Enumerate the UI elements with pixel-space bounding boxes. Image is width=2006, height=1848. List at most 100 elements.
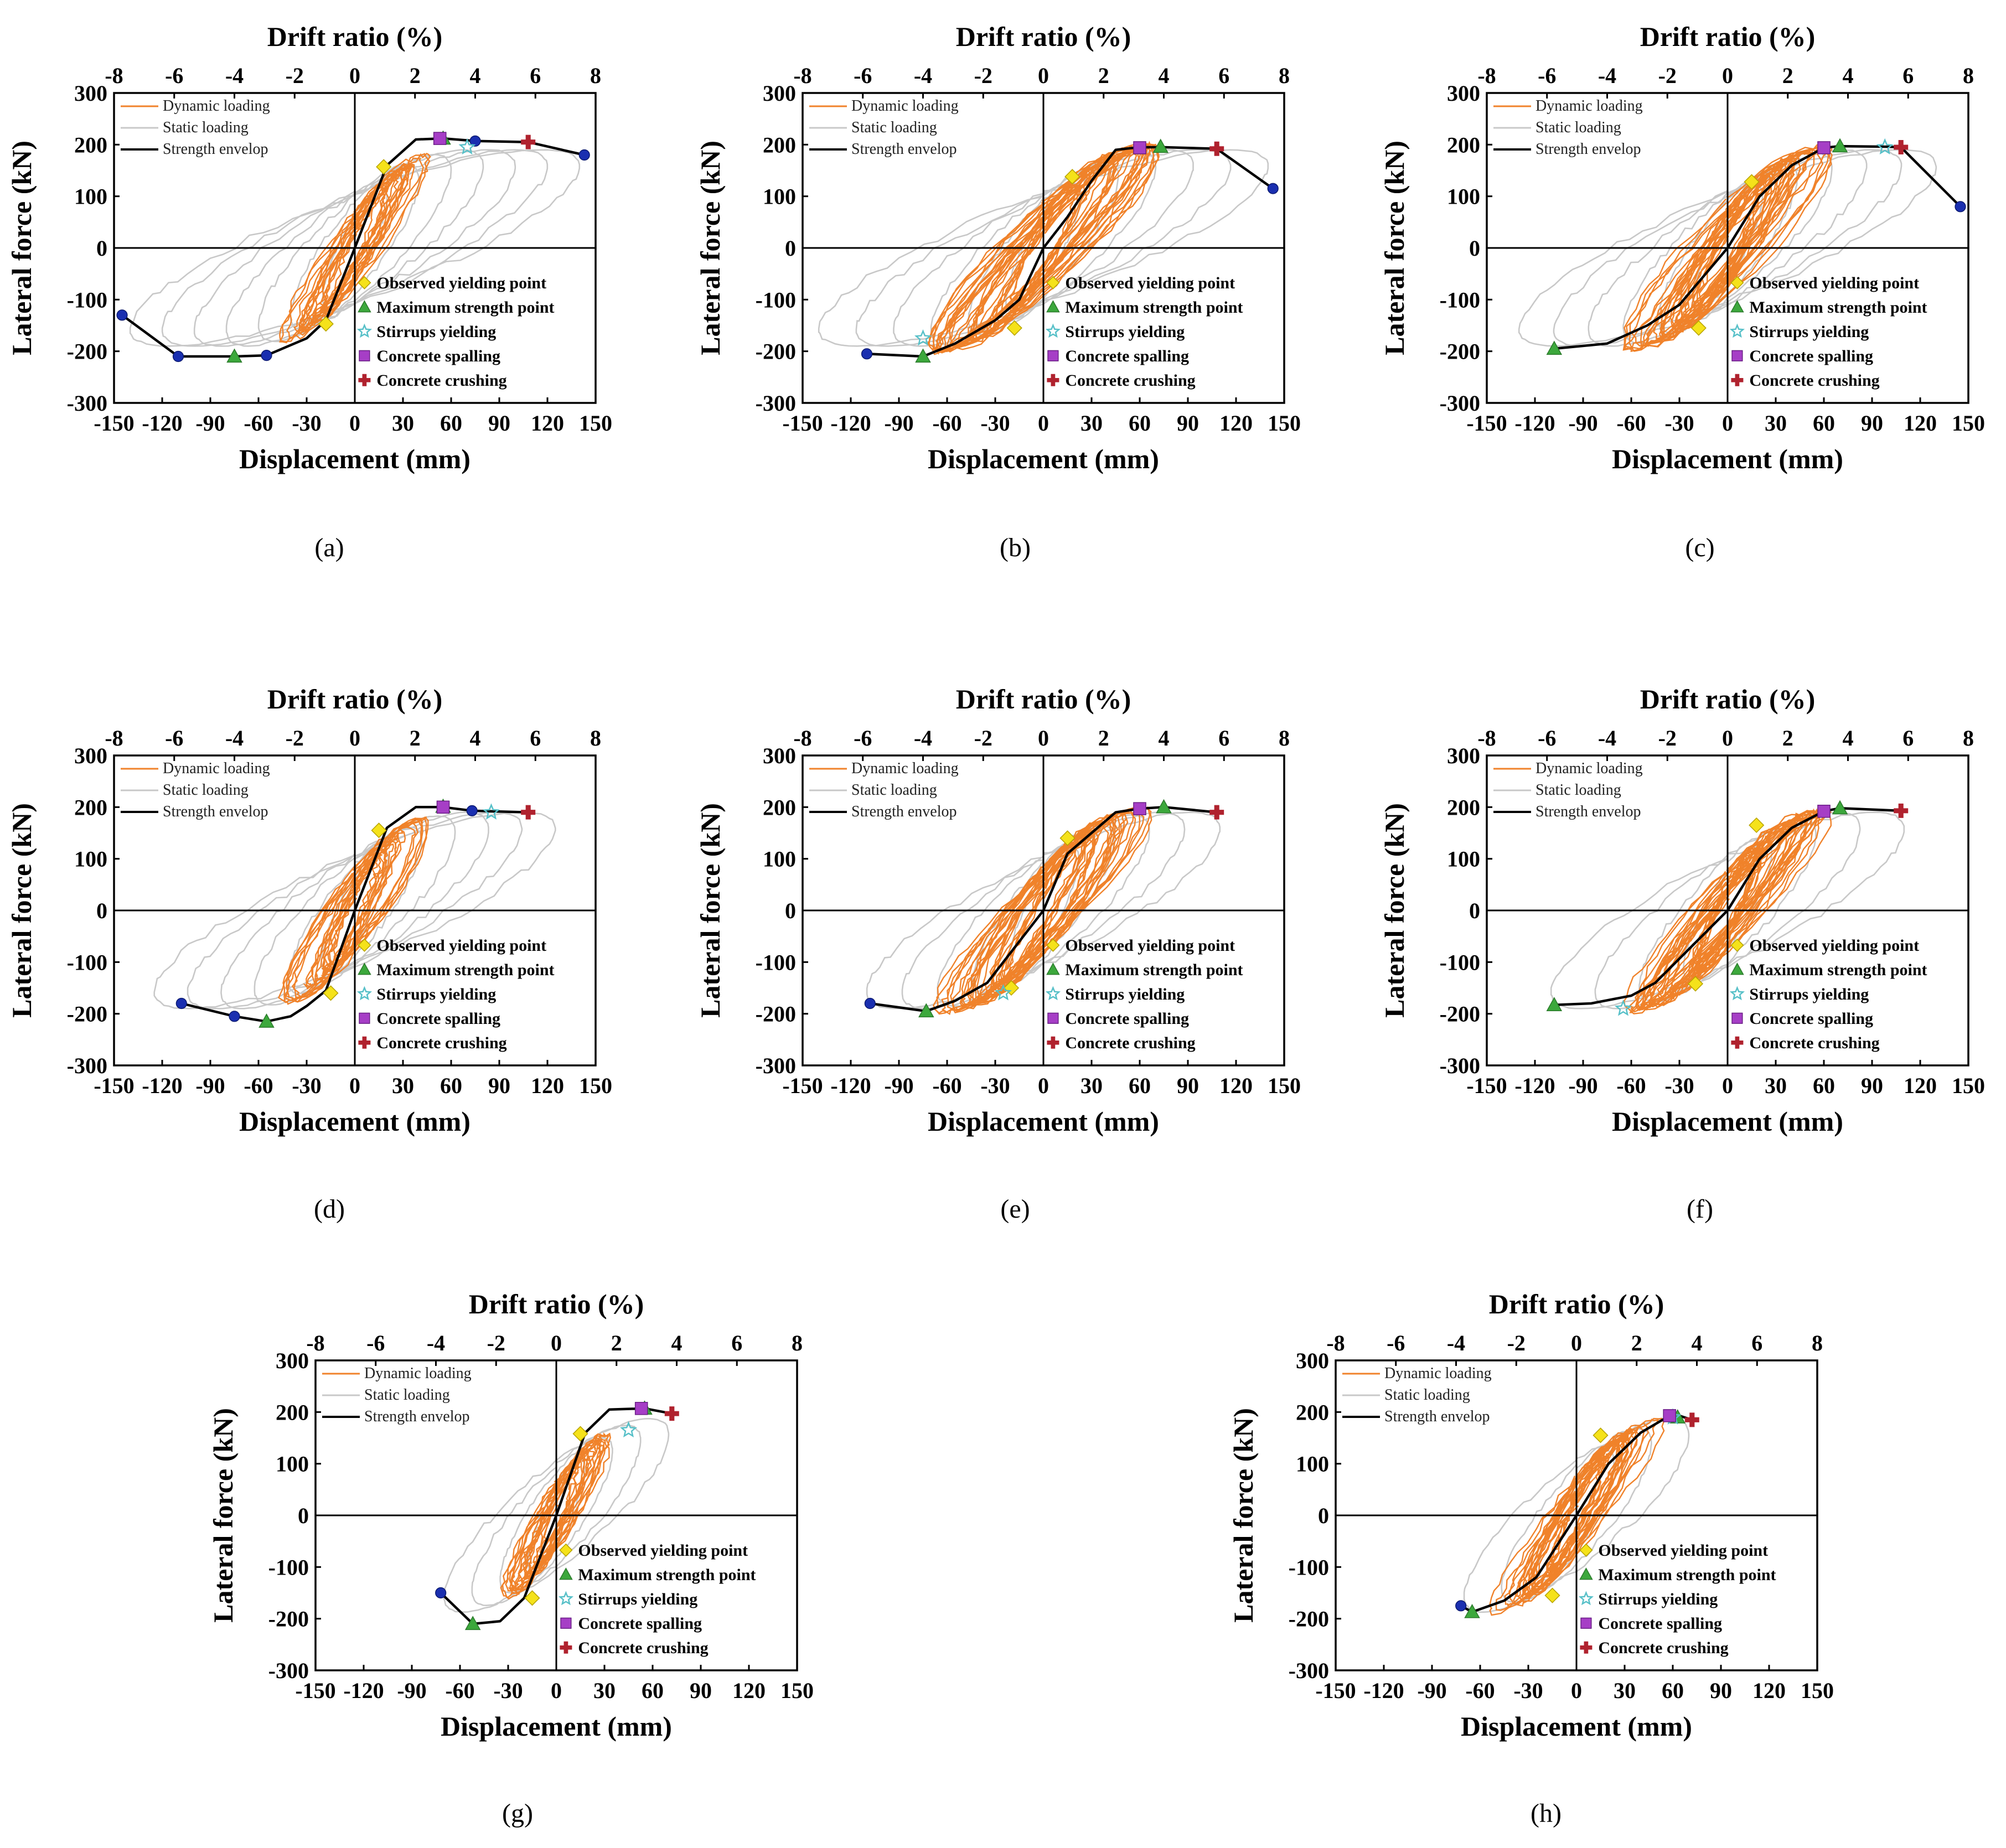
x-tick-label: -150 bbox=[1315, 1678, 1356, 1703]
legend-label: Static loading bbox=[1384, 1386, 1470, 1404]
x-axis-title: Displacement (mm) bbox=[1461, 1711, 1692, 1742]
max-marker bbox=[226, 348, 242, 363]
drift-tick-label: 8 bbox=[590, 726, 601, 750]
endpoint-marker bbox=[1955, 201, 1966, 213]
drift-tick-label: -8 bbox=[105, 63, 123, 88]
event-legend-label: Observed yielding point bbox=[1749, 274, 1919, 292]
y-axis-title: Lateral force (kN) bbox=[695, 141, 726, 355]
drift-axis-title: Drift ratio (%) bbox=[1489, 1288, 1664, 1319]
event-legend-label: Stirrups yielding bbox=[1749, 985, 1869, 1003]
event-legend-label: Observed yielding point bbox=[376, 274, 546, 292]
x-tick-label: 150 bbox=[1952, 411, 1985, 436]
crushing-marker bbox=[1047, 374, 1059, 386]
max-marker bbox=[918, 1003, 934, 1018]
y-tick-label: -100 bbox=[268, 1555, 309, 1580]
dynamic-loop bbox=[1529, 1437, 1626, 1593]
drift-tick-label: 4 bbox=[671, 1331, 683, 1355]
yield-marker bbox=[524, 1590, 540, 1606]
x-tick-label: -120 bbox=[830, 1073, 871, 1098]
spalling-marker bbox=[1133, 141, 1146, 154]
panel-label: (a) bbox=[314, 533, 344, 562]
drift-tick-label: 8 bbox=[1963, 63, 1974, 88]
endpoint-marker bbox=[116, 309, 128, 321]
y-tick-label: 0 bbox=[785, 236, 796, 261]
x-tick-label: 60 bbox=[1813, 1073, 1835, 1098]
yield-marker bbox=[1730, 276, 1744, 289]
event-legend-label: Observed yielding point bbox=[1065, 936, 1235, 955]
x-tick-label: 120 bbox=[1904, 411, 1937, 436]
y-tick-label: -100 bbox=[1440, 950, 1480, 975]
legend-label: Dynamic loading bbox=[364, 1365, 472, 1382]
drift-tick-label: -2 bbox=[487, 1331, 505, 1355]
crushing-marker bbox=[1731, 374, 1744, 386]
legend-label: Static loading bbox=[1535, 119, 1621, 136]
max-marker bbox=[358, 962, 371, 975]
panel-label: (f) bbox=[1687, 1194, 1713, 1224]
x-tick-label: 0 bbox=[1722, 411, 1733, 436]
yield-marker bbox=[1730, 938, 1744, 952]
drift-tick-label: 0 bbox=[349, 63, 360, 88]
x-tick-label: 90 bbox=[690, 1678, 712, 1703]
drift-tick-label: -4 bbox=[225, 726, 244, 750]
event-legend-label: Concrete crushing bbox=[1598, 1639, 1728, 1657]
drift-tick-label: 4 bbox=[1843, 726, 1854, 750]
legend-label: Dynamic loading bbox=[1535, 97, 1643, 115]
drift-tick-label: 4 bbox=[1843, 63, 1854, 88]
drift-tick-label: 8 bbox=[1812, 1331, 1823, 1355]
drift-tick-label: -6 bbox=[854, 63, 872, 88]
event-legend-label: Maximum strength point bbox=[1598, 1566, 1776, 1584]
drift-tick-label: -2 bbox=[286, 726, 304, 750]
drift-tick-label: 0 bbox=[349, 726, 360, 750]
x-tick-label: -120 bbox=[1514, 1073, 1555, 1098]
event-legend-label: Observed yielding point bbox=[1749, 936, 1919, 955]
drift-tick-label: 2 bbox=[1782, 63, 1793, 88]
event-legend-label: Observed yielding point bbox=[1598, 1541, 1768, 1560]
stirrup-marker bbox=[1876, 138, 1894, 155]
x-tick-label: 30 bbox=[1765, 1073, 1787, 1098]
drift-tick-label: -4 bbox=[1598, 63, 1616, 88]
yield-marker bbox=[572, 1426, 588, 1442]
crushing-marker bbox=[521, 134, 536, 149]
event-legend-label: Observed yielding point bbox=[1065, 274, 1235, 292]
x-tick-label: 60 bbox=[642, 1678, 664, 1703]
stirrup-marker bbox=[1729, 986, 1745, 1001]
crushing-marker bbox=[1047, 1036, 1059, 1049]
yield-marker bbox=[1744, 174, 1760, 190]
x-tick-label: -30 bbox=[980, 1073, 1010, 1098]
y-tick-label: -100 bbox=[1440, 287, 1480, 312]
y-tick-label: 300 bbox=[74, 81, 107, 106]
endpoint-marker bbox=[261, 350, 272, 361]
y-tick-label: -200 bbox=[67, 339, 107, 364]
crushing-marker bbox=[560, 1641, 572, 1654]
event-legend-label: Concrete crushing bbox=[1749, 1034, 1879, 1052]
x-tick-label: 120 bbox=[1219, 411, 1253, 436]
drift-tick-label: -4 bbox=[1598, 726, 1616, 750]
max-marker bbox=[1046, 300, 1060, 313]
event-legend-label: Maximum strength point bbox=[578, 1566, 756, 1584]
drift-tick-label: 2 bbox=[410, 63, 421, 88]
x-tick-label: 60 bbox=[1813, 411, 1835, 436]
spalling-marker bbox=[433, 132, 447, 145]
x-tick-label: -60 bbox=[932, 1073, 961, 1098]
x-tick-label: 0 bbox=[1038, 411, 1049, 436]
drift-tick-label: 4 bbox=[1692, 1331, 1703, 1355]
crushing-marker bbox=[664, 1406, 679, 1421]
x-tick-label: 150 bbox=[579, 411, 612, 436]
yield-marker bbox=[1064, 169, 1080, 185]
max-marker bbox=[1730, 962, 1744, 975]
event-legend-label: Stirrups yielding bbox=[1065, 323, 1185, 341]
max-marker bbox=[1546, 340, 1563, 355]
y-tick-label: -300 bbox=[1440, 1053, 1480, 1078]
max-marker bbox=[1152, 138, 1169, 153]
event-legend-label: Concrete crushing bbox=[1749, 371, 1879, 390]
event-legend-label: Stirrups yielding bbox=[1598, 1590, 1718, 1608]
event-legend-label: Maximum strength point bbox=[1749, 961, 1927, 979]
legend-label: Dynamic loading bbox=[1535, 760, 1643, 777]
x-tick-label: 0 bbox=[349, 1073, 360, 1098]
max-marker bbox=[915, 348, 931, 363]
drift-tick-label: -2 bbox=[974, 63, 992, 88]
yield-marker bbox=[1059, 830, 1076, 846]
dynamic-loop bbox=[285, 819, 423, 1003]
drift-tick-label: -4 bbox=[1447, 1331, 1465, 1355]
x-tick-label: -150 bbox=[1466, 1073, 1507, 1098]
